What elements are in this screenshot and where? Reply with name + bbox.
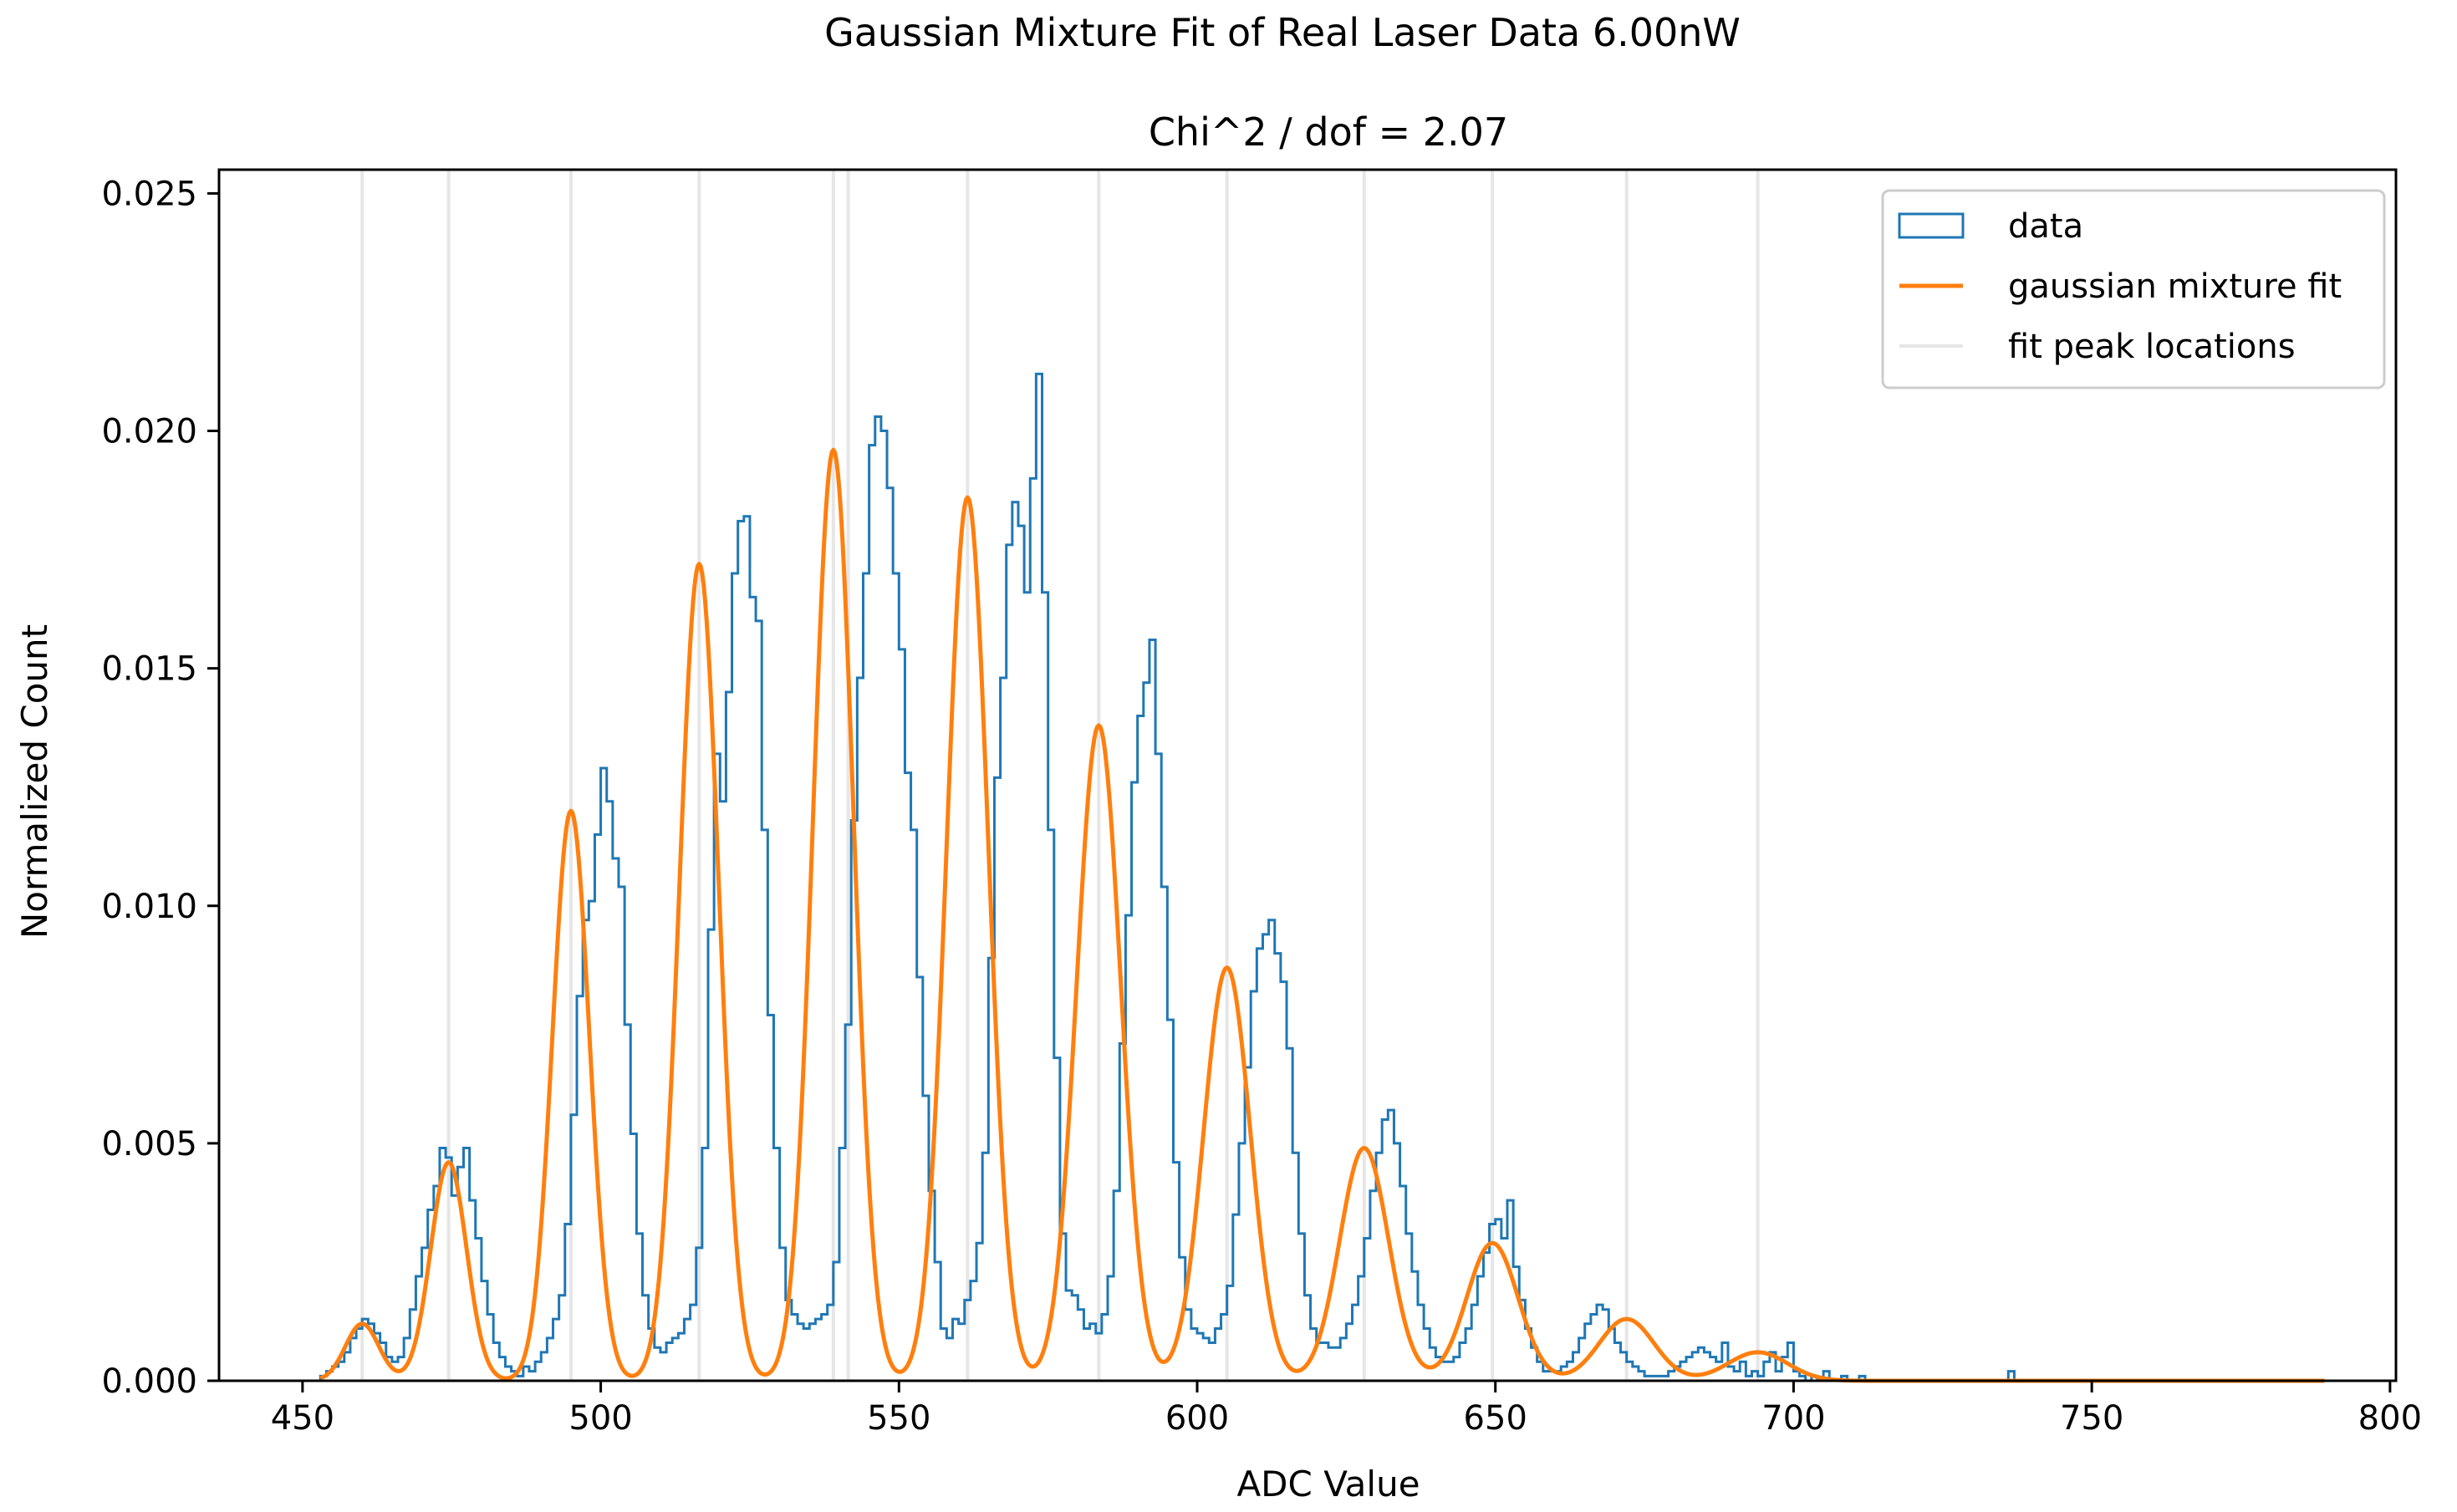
x-tick-label-3: 600 [1165, 1399, 1229, 1438]
legend-label-1: gaussian mixture fit [2008, 267, 2342, 306]
legend-box [1881, 189, 2386, 389]
fit-series [319, 447, 2326, 1383]
x-tick-label-2: 550 [867, 1399, 930, 1438]
x-tick-label-4: 650 [1464, 1399, 1527, 1438]
chart-subtitle: Chi^2 / dof = 2.07 [1149, 109, 1508, 155]
x-axis-label: ADC Value [1236, 1464, 1420, 1504]
chart-title: Gaussian Mixture Fit of Real Laser Data … [824, 10, 1741, 55]
peak-lines [360, 170, 1760, 1381]
x-tick-label-5: 700 [1761, 1399, 1825, 1438]
y-tick-label-1: 0.005 [101, 1125, 197, 1163]
legend-label-2: fit peak locations [2008, 328, 2296, 366]
histogram-series [319, 372, 2325, 1382]
x-tick-label-0: 450 [271, 1399, 334, 1438]
y-axis-label: Normalized Count [14, 624, 55, 939]
y-tick-label-5: 0.025 [101, 175, 197, 213]
legend-label-0: data [2008, 207, 2083, 246]
histogram-step-line [319, 372, 2325, 1382]
legend-swatch-data [1898, 212, 1965, 239]
x-tick-label-7: 800 [2358, 1399, 2422, 1438]
y-tick-label-4: 0.020 [101, 413, 197, 451]
y-tick-label-2: 0.010 [101, 888, 197, 926]
gaussian-fit-line [319, 447, 2326, 1383]
axes: 450 500 550 600 650 700 750 800 0.000 0.005 0.010 0… [101, 168, 2422, 1438]
x-tick-label-6: 750 [2060, 1399, 2123, 1438]
y-tick-label-0: 0.000 [101, 1362, 197, 1401]
x-tick-label-1: 500 [568, 1399, 632, 1438]
legend: data gaussian mixture fit fit peak locatio… [1881, 189, 2386, 389]
y-tick-label-3: 0.015 [101, 650, 197, 689]
plot-frame [217, 168, 2398, 1382]
